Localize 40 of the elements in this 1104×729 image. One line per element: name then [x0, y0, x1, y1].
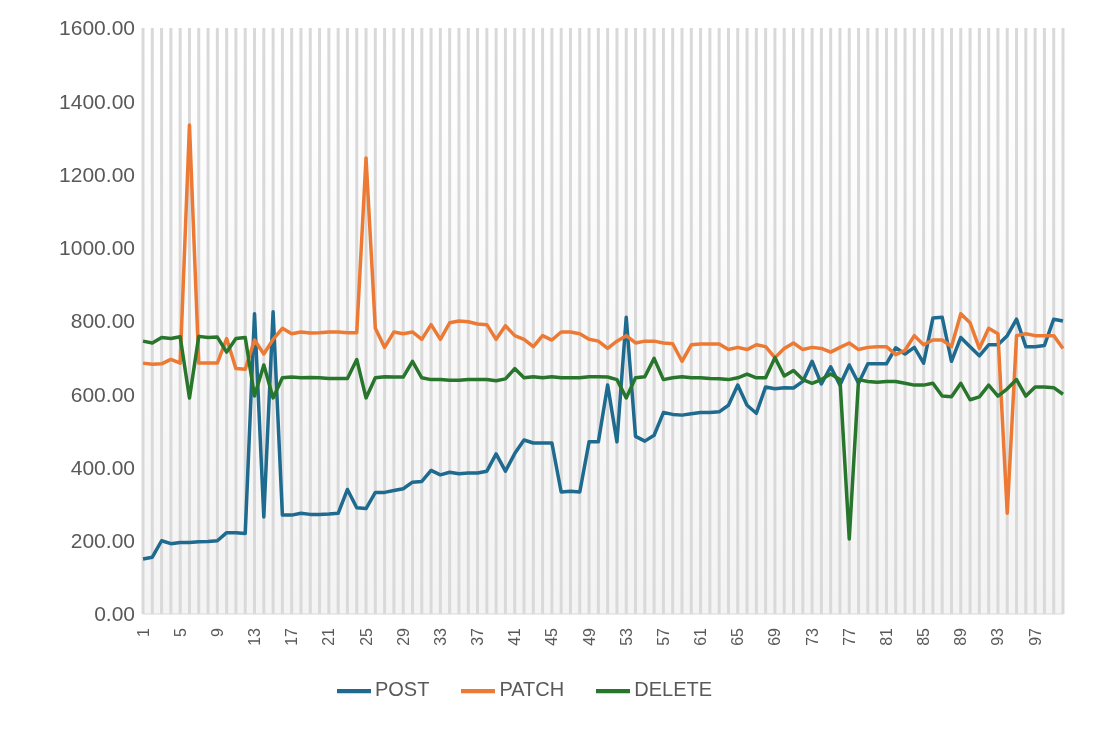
y-tick-label: 200.00	[70, 529, 135, 553]
x-tick-label: 37	[469, 627, 487, 646]
x-tick-label: 61	[692, 627, 710, 646]
x-tick-label: 9	[208, 627, 226, 637]
x-tick-label: 33	[431, 627, 449, 646]
line-series	[141, 334, 1065, 541]
x-tick-label: 93	[989, 627, 1007, 646]
legend-label: PATCH	[499, 678, 565, 701]
x-tick-label: 49	[580, 627, 598, 646]
y-tick-label: 600.00	[70, 382, 135, 406]
x-tick-label: 77	[840, 627, 858, 646]
x-tick-label: 53	[617, 627, 635, 646]
x-tick-label: 5	[171, 627, 189, 637]
x-tick-label: 73	[803, 627, 821, 646]
y-tick-label: 400.00	[70, 455, 135, 479]
y-tick-label: 1400.00	[59, 89, 135, 113]
x-tick-label: 81	[877, 627, 895, 646]
y-tick-label: 800.00	[70, 309, 135, 333]
x-tick-label: 97	[1026, 627, 1044, 646]
x-tick-label: 13	[246, 627, 264, 646]
x-tick-label: 25	[357, 627, 375, 646]
y-tick-label: 1000.00	[59, 236, 135, 260]
x-tick-label: 57	[654, 627, 672, 646]
x-tick-label: 21	[320, 627, 338, 646]
x-tick-label: 85	[915, 627, 933, 646]
x-tick-label: 41	[506, 627, 524, 646]
x-tick-label: 89	[952, 627, 970, 646]
x-tick-label: 1	[134, 627, 152, 637]
y-tick-label: 0.00	[94, 602, 135, 626]
x-tick-label: 65	[729, 627, 747, 646]
x-tick-label: 17	[283, 627, 301, 646]
x-tick-label: 29	[394, 627, 412, 646]
x-tick-label: 45	[543, 627, 561, 646]
x-tick-label: 69	[766, 627, 784, 646]
y-tick-label: 1600.00	[59, 16, 135, 40]
line-series	[141, 123, 1065, 516]
line-series	[141, 310, 1065, 561]
legend-label: POST	[374, 678, 430, 701]
y-tick-label: 1200.00	[59, 162, 135, 186]
legend-label: DELETE	[634, 678, 713, 701]
